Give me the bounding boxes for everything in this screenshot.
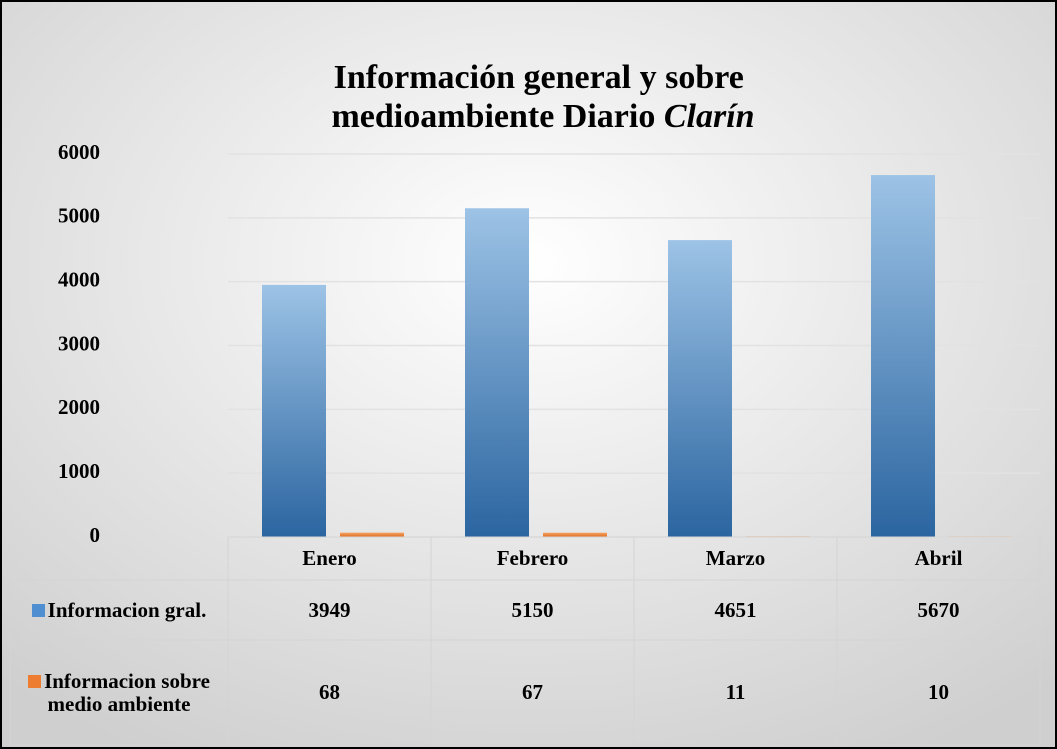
legend-label: Informacion sobre medio ambiente — [44, 668, 210, 716]
bar — [871, 175, 935, 537]
x-tick-label: Febrero — [496, 546, 569, 570]
legend-label: Informacion gral. — [47, 597, 207, 622]
x-tick-label: Marzo — [705, 546, 766, 570]
table-value: 3949 — [308, 597, 351, 622]
y-tick-label: 0 — [90, 523, 101, 547]
table-value: 4651 — [714, 597, 757, 622]
y-tick-label: 2000 — [58, 395, 100, 419]
legend-content: Informacion gral. — [31, 597, 207, 622]
table-value: 10 — [928, 680, 949, 704]
chart-title: Información general y sobre medioambient… — [331, 59, 754, 135]
x-tick-label: Abril — [914, 546, 963, 570]
table-value: 5150 — [511, 597, 554, 622]
legend-content: Informacion sobre medio ambiente — [26, 668, 212, 716]
y-tick-label: 1000 — [58, 459, 100, 483]
y-tick-label: 5000 — [58, 204, 100, 228]
bar — [465, 208, 529, 537]
bar — [340, 532, 404, 537]
table-value: 11 — [725, 680, 746, 704]
legend-swatch — [28, 674, 42, 688]
y-tick-label: 4000 — [58, 267, 100, 291]
bar — [668, 240, 732, 538]
title-line: medioambiente Diario Clarín — [331, 98, 754, 135]
title-line: Información general y sobre — [334, 59, 744, 96]
title-text: medioambiente Diario — [331, 98, 655, 135]
title-emphasis: Clarín — [664, 98, 755, 135]
table-value: 5670 — [917, 597, 960, 622]
y-tick-label: 6000 — [58, 140, 100, 164]
bar — [543, 532, 607, 537]
x-tick-label: Enero — [302, 546, 357, 570]
legend-swatch — [31, 603, 45, 617]
legend-entry: Informacion gral. — [12, 580, 226, 640]
table-value: 68 — [319, 680, 340, 704]
y-tick-label: 3000 — [58, 331, 100, 355]
table-value: 67 — [522, 680, 543, 704]
legend-entry: Informacion sobre medio ambiente — [12, 640, 226, 745]
bar — [262, 284, 326, 537]
